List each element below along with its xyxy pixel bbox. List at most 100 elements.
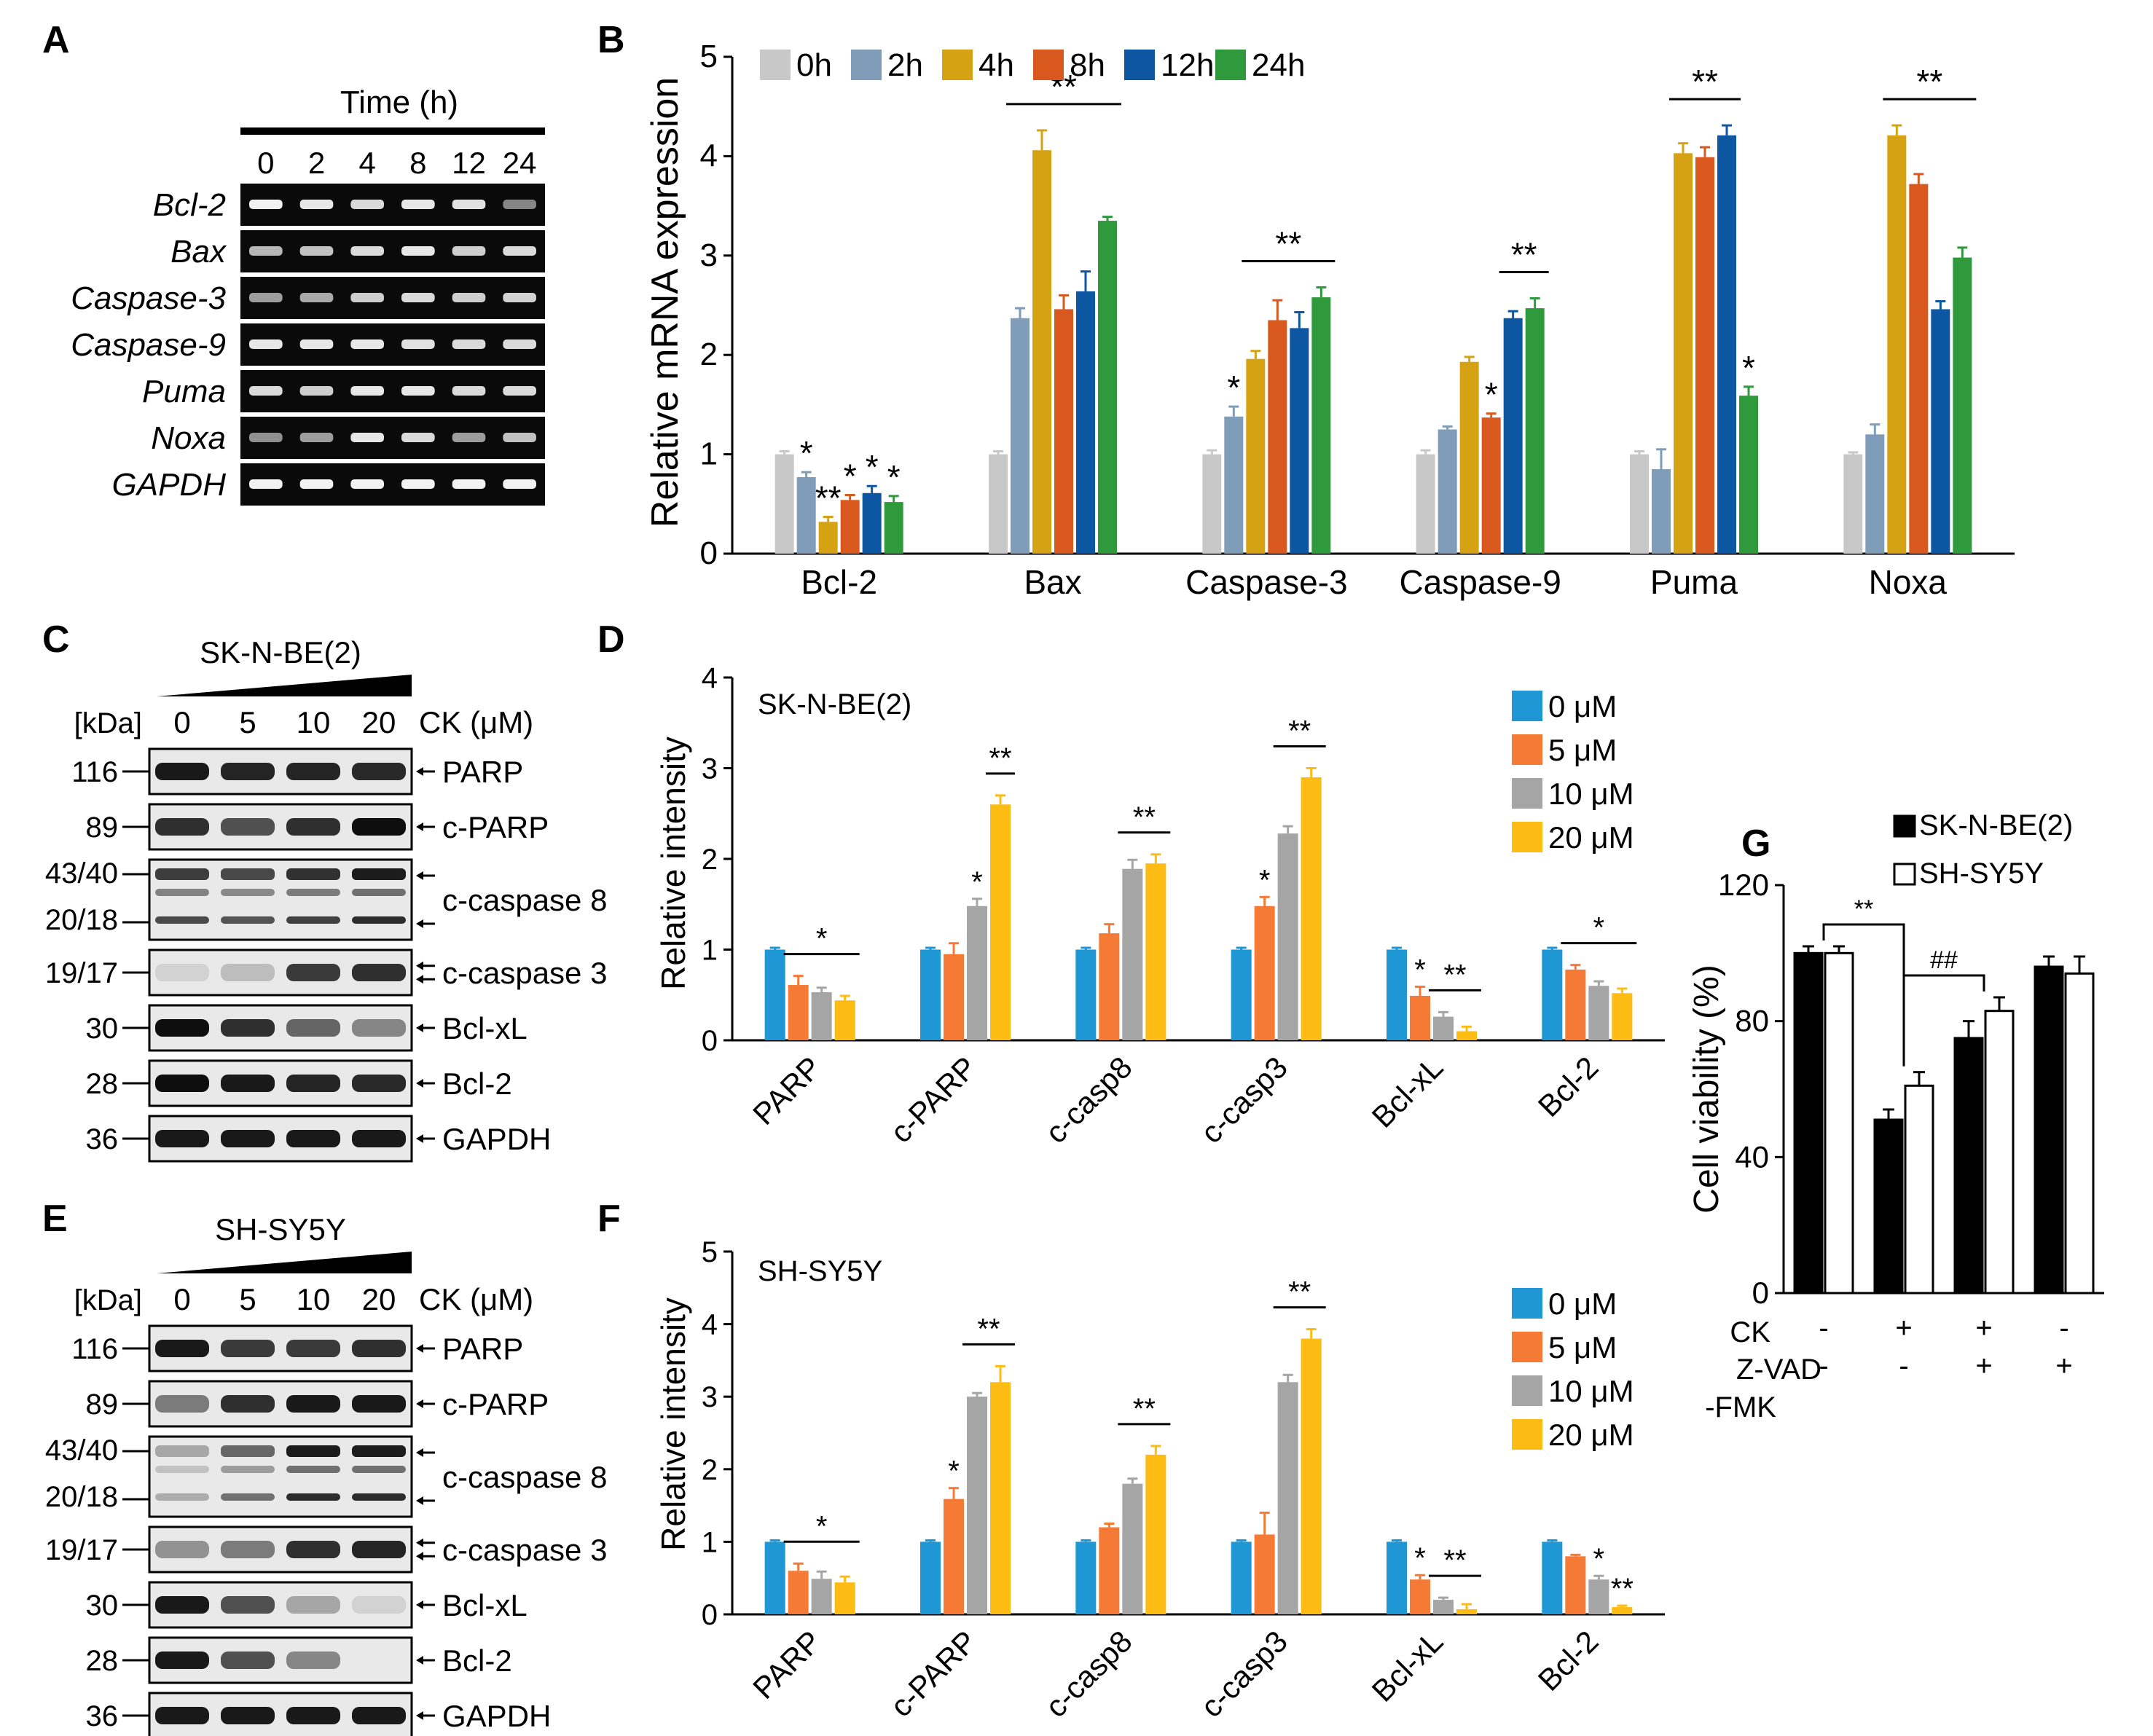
- bar: [2034, 965, 2064, 1295]
- bar: [840, 500, 860, 554]
- blot-arrow-head: [416, 1344, 423, 1353]
- blot-mw-label: 30: [86, 1013, 119, 1045]
- panel-d-chart: Relative intensity SK-N-BE(2) 0 1 2 3 4 PARP c…: [654, 662, 1665, 1150]
- gel-band: [350, 386, 384, 396]
- bar: [1459, 361, 1479, 554]
- y-tick-label: 0: [1752, 1276, 1769, 1310]
- gel-lane-label: 2: [308, 146, 325, 180]
- legend-swatch: [1215, 50, 1246, 80]
- bar: [990, 804, 1011, 1040]
- blot-band: [286, 1340, 340, 1357]
- gel-gene-label: Caspase-3: [71, 280, 226, 316]
- significance-marker: *: [866, 448, 879, 486]
- gel-band: [401, 293, 435, 302]
- panel-letter-c: C: [42, 618, 70, 661]
- bar: [1277, 1382, 1298, 1614]
- blot-band: [286, 889, 340, 896]
- y-tick-label: 120: [1718, 868, 1769, 902]
- bar: [1931, 309, 1950, 554]
- blot-dose-label: 5: [239, 1282, 256, 1316]
- significance-marker: *: [800, 434, 813, 472]
- gel-band: [452, 200, 486, 209]
- blot-protein-label: c-caspase 3: [442, 956, 607, 990]
- blot-arrow-head: [416, 975, 423, 984]
- blot-protein-label: Bcl-xL: [442, 1011, 528, 1045]
- significance-marker: *: [1593, 912, 1605, 944]
- bar: [1565, 1556, 1586, 1614]
- legend-swatch: [1893, 863, 1916, 886]
- gel-band: [452, 246, 486, 256]
- blot-kda-label: [kDa]: [74, 1284, 142, 1316]
- blot-arrow-head: [416, 1552, 423, 1561]
- gel-lane-label: 4: [358, 146, 375, 180]
- significance-marker: *: [816, 1510, 828, 1542]
- blot-band: [155, 1395, 209, 1413]
- y-tick-label: 2: [700, 337, 718, 372]
- panel-e-western-blot: SH-SY5Y [kDa] 0 5 10 20 CK (μM) 116 PARP 89 c-PARP…: [45, 1212, 607, 1736]
- bar: [1311, 297, 1331, 554]
- legend-swatch: [1512, 822, 1542, 852]
- blot-band: [286, 818, 340, 836]
- blot-mw-label: 89: [86, 1389, 119, 1421]
- blot-dose-label: 10: [297, 1282, 331, 1316]
- significance-marker: **: [1692, 63, 1718, 101]
- bar: [1410, 995, 1430, 1040]
- bar: [1503, 318, 1523, 554]
- panel-letter-b: B: [597, 19, 625, 61]
- blot-arrow-head: [416, 1496, 423, 1505]
- blot-band: [286, 1019, 340, 1037]
- y-tick-label: 2: [702, 844, 718, 876]
- blot-band: [155, 1340, 209, 1357]
- panel-b-ylabel: Relative mRNA expression: [644, 77, 686, 527]
- blot-band: [155, 1707, 209, 1724]
- condition-sign: -: [1819, 1312, 1828, 1344]
- legend-swatch: [1512, 734, 1542, 765]
- significance-marker: **: [1275, 224, 1301, 262]
- blot-band: [352, 964, 406, 981]
- gel-band: [249, 200, 283, 209]
- bar: [1953, 257, 1972, 554]
- blot-arrow-head: [416, 961, 423, 970]
- blot-band: [352, 763, 406, 780]
- gel-band: [401, 479, 435, 489]
- legend-swatch: [1033, 50, 1064, 80]
- bar: [1145, 863, 1166, 1040]
- legend-label: SH-SY5Y: [1919, 857, 2044, 889]
- blot-mw-label: 36: [86, 1123, 119, 1155]
- bar: [1525, 308, 1545, 554]
- category-label: Bcl-2: [1532, 1050, 1605, 1123]
- legend-label: 20 μM: [1548, 820, 1634, 855]
- gel-band: [350, 200, 384, 209]
- dose-wedge: [157, 1252, 412, 1273]
- blot-band: [286, 1541, 340, 1558]
- bar: [1099, 933, 1120, 1040]
- category-label: Caspase-3: [1185, 563, 1347, 601]
- blot-band: [221, 1596, 275, 1614]
- blot-band: [221, 1445, 275, 1457]
- blot-band: [286, 1466, 340, 1473]
- panel-d-ylabel: Relative intensity: [654, 737, 692, 990]
- gel-band: [299, 200, 334, 209]
- y-tick-label: 5: [700, 39, 718, 74]
- panel-letter-a: A: [42, 19, 70, 61]
- condition-sign: -: [1899, 1350, 1908, 1382]
- gel-band: [503, 479, 536, 489]
- bar: [834, 1582, 855, 1614]
- blot-band: [286, 1130, 340, 1147]
- bar: [1630, 454, 1649, 554]
- category-label: Caspase-9: [1399, 563, 1561, 601]
- gel-band: [249, 339, 283, 349]
- legend-swatch: [760, 50, 791, 80]
- significance-marker: **: [815, 479, 842, 517]
- gel-row-background: [240, 463, 545, 506]
- gel-band: [350, 246, 384, 256]
- blot-dose-label: 20: [362, 705, 396, 739]
- blot-mw-label: 19/17: [45, 957, 118, 989]
- bar: [1456, 1031, 1477, 1040]
- gel-band: [452, 386, 486, 396]
- significance-marker: **: [989, 742, 1011, 774]
- bar: [1387, 949, 1407, 1040]
- blot-protein-label: c-PARP: [442, 810, 549, 844]
- bar: [1076, 291, 1095, 554]
- blot-band: [221, 1651, 275, 1669]
